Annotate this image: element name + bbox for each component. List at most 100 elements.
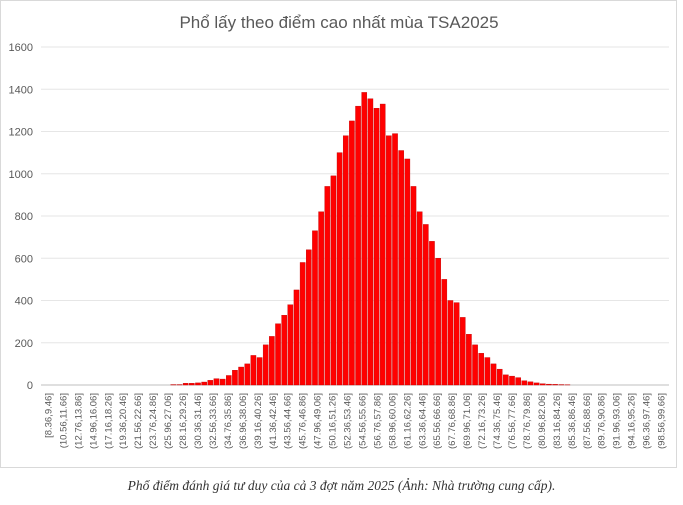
histogram-bar: [213, 378, 220, 386]
axes: 0 200 400 600 800 1000 1200 1400 1600 [8.36,9.46]…: [9, 42, 668, 449]
histogram-bar: [379, 103, 386, 386]
histogram-bar: [342, 135, 349, 386]
histogram-bar: [398, 150, 404, 386]
histogram-bar: [552, 384, 558, 386]
histogram-bar: [527, 381, 534, 386]
histogram-bar: [496, 368, 503, 386]
histogram-bar: [503, 374, 509, 386]
x-tick-label: (10.56,11.66]: [58, 393, 69, 448]
x-tick-label: (17.16,18.26]: [103, 393, 114, 449]
x-tick-label: (50.16,51.26]: [328, 393, 339, 449]
x-tick-label: (30.36,31.46]: [193, 393, 204, 449]
x-tick-label: (78.76,79.86]: [522, 393, 533, 449]
histogram-bar: [373, 108, 380, 386]
histogram-bar: [281, 315, 287, 386]
x-tick-label: (19.36,20.46]: [118, 393, 129, 449]
x-tick-label: (14.96,16.06]: [88, 393, 99, 449]
histogram-bar: [515, 377, 521, 386]
x-tick-label: (80.96,82.06]: [537, 393, 548, 449]
y-tick-label: 1400: [9, 84, 33, 96]
x-tick-label: (12.76,13.86]: [73, 393, 84, 449]
x-tick-label: (45.76,46.86]: [298, 393, 309, 449]
histogram-bar: [404, 158, 411, 386]
histogram-bar: [459, 317, 466, 386]
histogram-bar: [312, 230, 318, 386]
histogram-bar: [256, 357, 263, 386]
histogram-bar: [238, 366, 244, 386]
x-tick-label: [8.36,9.46]: [43, 393, 54, 438]
x-tick-label: (28.16,29.26]: [178, 393, 189, 449]
x-tick-label: (34.76,35.86]: [223, 393, 234, 449]
histogram-bar: [182, 383, 189, 386]
histogram-bar: [324, 186, 331, 386]
x-tick-label: (54.56,55.66]: [357, 393, 368, 449]
y-tick-label: 0: [27, 380, 33, 392]
y-tick-label: 800: [15, 211, 33, 223]
x-tick-label: (52.36,53.46]: [343, 393, 354, 449]
y-tick-label: 1200: [9, 127, 33, 139]
histogram-bar: [441, 279, 448, 386]
histogram-bar: [232, 370, 238, 386]
x-tick-label: (69.96,71.06]: [462, 393, 473, 449]
histogram-bar: [447, 300, 454, 386]
histogram-bar: [330, 175, 337, 386]
x-tick-label: (74.36,75.46]: [492, 393, 503, 449]
x-tick-label: (39.16,40.26]: [253, 393, 264, 449]
histogram-bar: [355, 105, 361, 386]
histogram-bar: [466, 334, 472, 386]
x-tick-label: (87.56,88.66]: [582, 393, 593, 449]
chart-frame: Phổ lấy theo điểm cao nhất mùa TSA2025 0…: [0, 0, 677, 468]
histogram-bar: [293, 289, 300, 386]
histogram-bar: [299, 262, 306, 386]
x-tick-label: (43.56,44.66]: [283, 393, 294, 449]
histogram-bar: [195, 382, 201, 386]
x-tick-label: (23.76,24.86]: [148, 393, 159, 449]
histogram-bar: [410, 186, 417, 386]
figure-caption: Phổ điểm đánh giá tư duy của cả 3 đợt nă…: [127, 478, 556, 493]
x-tick-label: (47.96,49.06]: [313, 393, 324, 449]
histogram-bar: [201, 381, 207, 386]
x-tick-label: (67.76,68.86]: [447, 393, 458, 449]
histogram-bar: [540, 383, 546, 386]
x-tick-label: (91.96,93.06]: [612, 393, 623, 449]
histogram-bar: [306, 249, 312, 386]
x-tick-label: (72.16,73.26]: [477, 393, 488, 449]
x-tick-label: (32.56,33.66]: [208, 393, 219, 449]
histogram-bar: [521, 380, 528, 386]
x-tick-label: (83.16,84.26]: [552, 393, 563, 449]
histogram-bar: [533, 382, 540, 386]
histogram-bar: [219, 378, 226, 386]
x-tick-label: (58.96,60.06]: [387, 393, 398, 449]
x-tick-label: (56.76,57.86]: [372, 393, 383, 449]
histogram-bar: [429, 241, 435, 386]
histogram-bar: [386, 135, 392, 386]
histogram-bar: [423, 224, 429, 386]
y-tick-label: 1600: [9, 42, 33, 54]
x-tick-label: (96.36,97.46]: [642, 393, 653, 449]
histogram-chart: Phổ lấy theo điểm cao nhất mùa TSA2025 0…: [9, 13, 669, 449]
histogram-bar: [349, 120, 355, 386]
histogram-bar: [336, 152, 343, 386]
histogram-bar: [244, 363, 251, 386]
chart-title: Phổ lấy theo điểm cao nhất mùa TSA2025: [179, 13, 498, 32]
bars: [170, 92, 571, 386]
x-tick-label: (89.76,90.86]: [597, 393, 608, 449]
histogram-bar: [416, 211, 423, 386]
histogram-bar: [226, 375, 232, 386]
histogram-bar: [546, 383, 552, 386]
x-tick-label: (25.96,27.06]: [163, 393, 174, 449]
histogram-bar: [484, 357, 491, 386]
gridlines: [41, 46, 669, 386]
y-tick-label: 400: [15, 296, 33, 308]
x-tick-label: (61.16,62.26]: [402, 393, 413, 449]
histogram-bar: [275, 323, 281, 386]
y-tick-label: 600: [15, 253, 33, 265]
x-tick-label: (76.56,77.66]: [507, 393, 518, 449]
histogram-bar: [490, 363, 497, 386]
histogram-bar: [207, 380, 214, 386]
x-tick-label: (65.56,66.66]: [432, 393, 443, 449]
histogram-bar: [318, 211, 324, 386]
histogram-bar: [287, 304, 294, 386]
histogram-bar: [250, 355, 257, 386]
